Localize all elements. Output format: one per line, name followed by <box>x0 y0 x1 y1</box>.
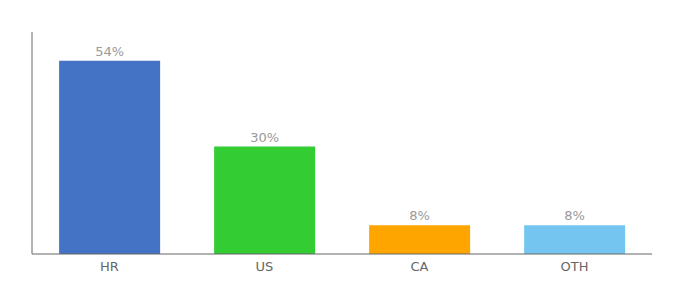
svg-text:OTH: OTH <box>561 259 589 274</box>
svg-text:8%: 8% <box>409 208 430 223</box>
svg-text:30%: 30% <box>250 130 279 145</box>
svg-text:US: US <box>256 259 274 274</box>
svg-text:8%: 8% <box>564 208 585 223</box>
svg-text:CA: CA <box>411 259 429 274</box>
svg-text:54%: 54% <box>95 44 124 59</box>
svg-text:HR: HR <box>100 259 119 274</box>
